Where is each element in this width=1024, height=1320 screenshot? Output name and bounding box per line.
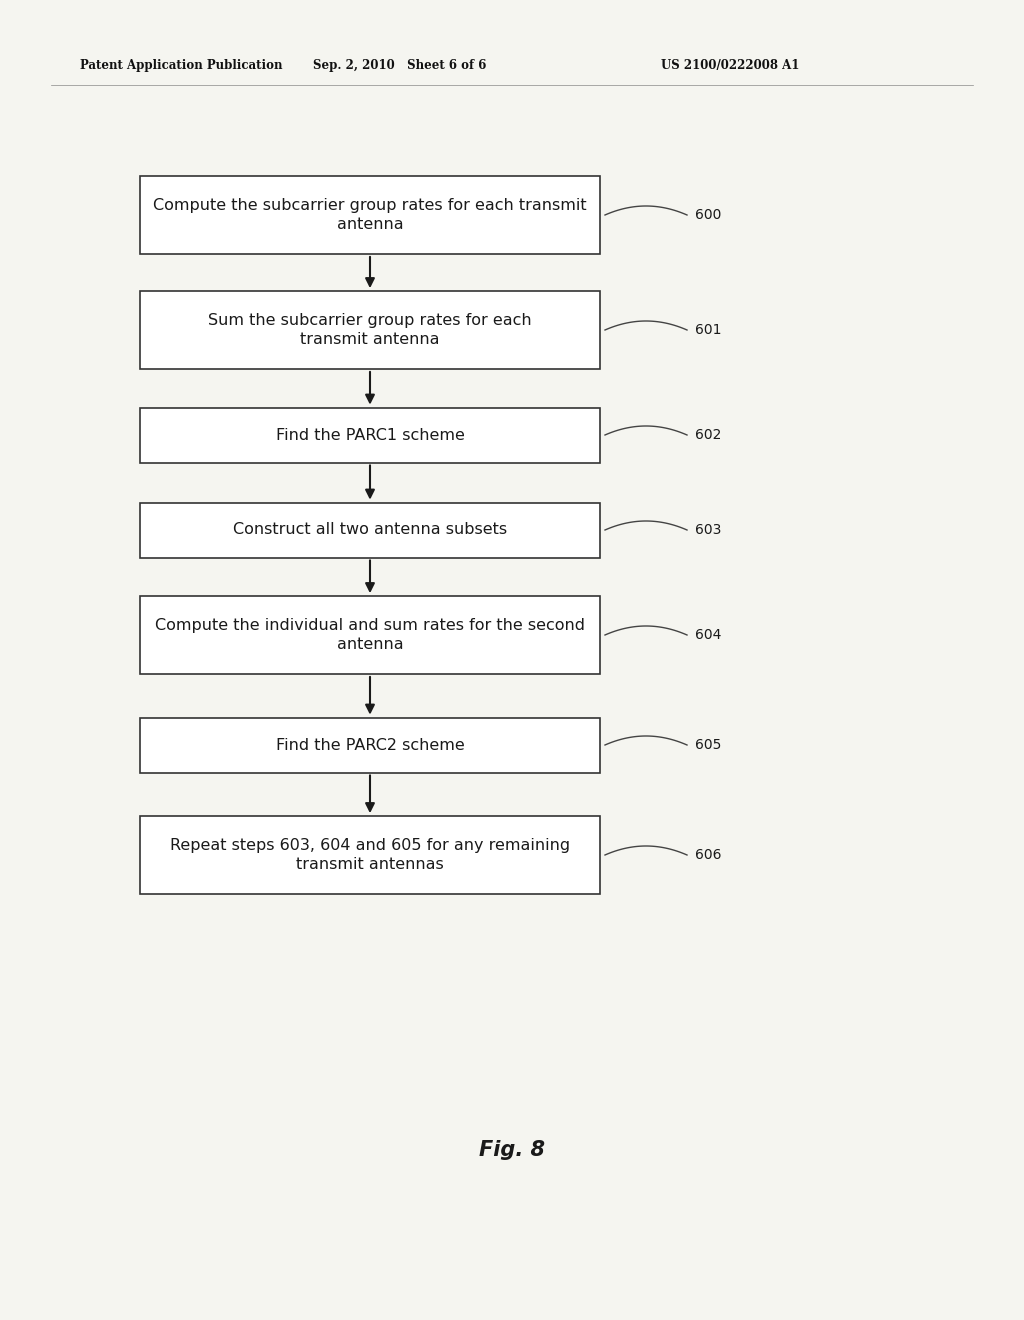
Bar <box>140 718 600 772</box>
Text: 604: 604 <box>695 628 721 642</box>
Text: Compute the individual and sum rates for the second
antenna: Compute the individual and sum rates for… <box>155 618 585 652</box>
Bar <box>140 816 600 894</box>
Text: 602: 602 <box>695 428 721 442</box>
Text: Patent Application Publication: Patent Application Publication <box>80 58 283 71</box>
Text: 601: 601 <box>695 323 722 337</box>
Bar <box>140 597 600 675</box>
Text: Construct all two antenna subsets: Construct all two antenna subsets <box>232 523 507 537</box>
Text: Fig. 8: Fig. 8 <box>479 1140 545 1160</box>
Bar <box>140 408 600 462</box>
Text: Find the PARC1 scheme: Find the PARC1 scheme <box>275 428 465 442</box>
Bar <box>140 176 600 253</box>
Text: Find the PARC2 scheme: Find the PARC2 scheme <box>275 738 464 752</box>
Text: Sum the subcarrier group rates for each
transmit antenna: Sum the subcarrier group rates for each … <box>208 313 531 347</box>
Text: Sep. 2, 2010   Sheet 6 of 6: Sep. 2, 2010 Sheet 6 of 6 <box>313 58 486 71</box>
Text: 600: 600 <box>695 209 721 222</box>
Text: 603: 603 <box>695 523 721 537</box>
Text: 606: 606 <box>695 847 722 862</box>
Text: Compute the subcarrier group rates for each transmit
antenna: Compute the subcarrier group rates for e… <box>154 198 587 232</box>
Text: 605: 605 <box>695 738 721 752</box>
Bar <box>140 503 600 557</box>
Bar <box>140 290 600 370</box>
Text: Repeat steps 603, 604 and 605 for any remaining
transmit antennas: Repeat steps 603, 604 and 605 for any re… <box>170 838 570 873</box>
Text: US 2100/0222008 A1: US 2100/0222008 A1 <box>660 58 799 71</box>
